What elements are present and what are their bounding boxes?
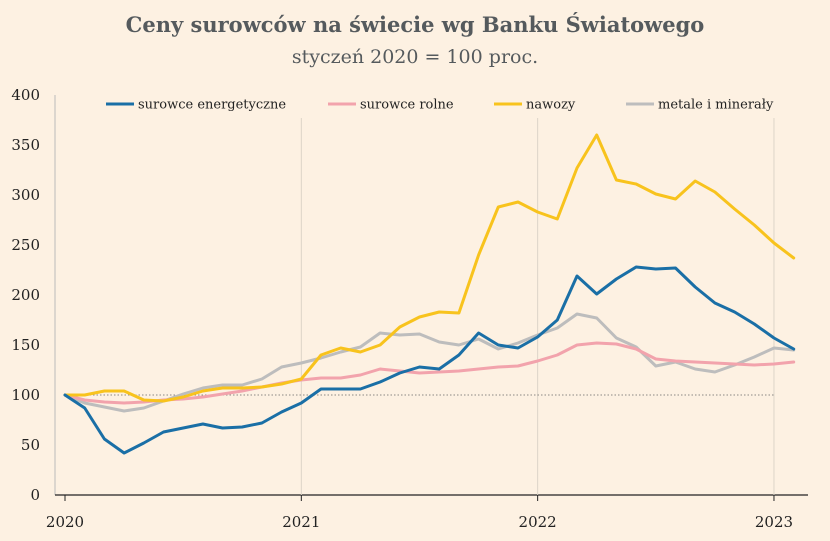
y-tick-label: 50 <box>21 436 40 454</box>
x-tick-label: 2022 <box>519 513 557 531</box>
y-axis-ticks: 0 50 100 150 200 250 300 350 400 <box>11 86 40 504</box>
series-line-1 <box>63 341 796 405</box>
x-tick-label: 2021 <box>282 513 320 531</box>
chart-subtitle: styczeń 2020 = 100 proc. <box>291 46 539 68</box>
y-tick-label: 200 <box>11 286 40 304</box>
series-line-3 <box>63 312 796 413</box>
series-lines <box>63 133 796 455</box>
y-tick-label: 300 <box>11 186 40 204</box>
legend-label: metale i minerały <box>658 98 774 113</box>
x-tick-label: 2023 <box>755 513 793 531</box>
series-line-0 <box>63 265 796 455</box>
chart-title: Ceny surowców na świecie wg Banku Świato… <box>125 12 705 37</box>
legend-label: surowce rolne <box>360 98 454 113</box>
y-tick-label: 150 <box>11 336 40 354</box>
x-axis-ticks: 2020 2021 2022 2023 <box>46 495 793 531</box>
legend: surowce energetyczne surowce rolne nawozy m… <box>106 98 774 113</box>
legend-label: surowce energetyczne <box>138 98 286 113</box>
y-tick-label: 100 <box>11 386 40 404</box>
x-tick-label: 2020 <box>46 513 84 531</box>
series-line-2 <box>63 133 796 403</box>
legend-label: nawozy <box>526 98 576 113</box>
y-tick-label: 400 <box>11 86 40 104</box>
grid-lines <box>54 95 808 496</box>
y-tick-label: 250 <box>11 236 40 254</box>
y-tick-label: 0 <box>30 486 40 504</box>
y-tick-label: 350 <box>11 136 40 154</box>
